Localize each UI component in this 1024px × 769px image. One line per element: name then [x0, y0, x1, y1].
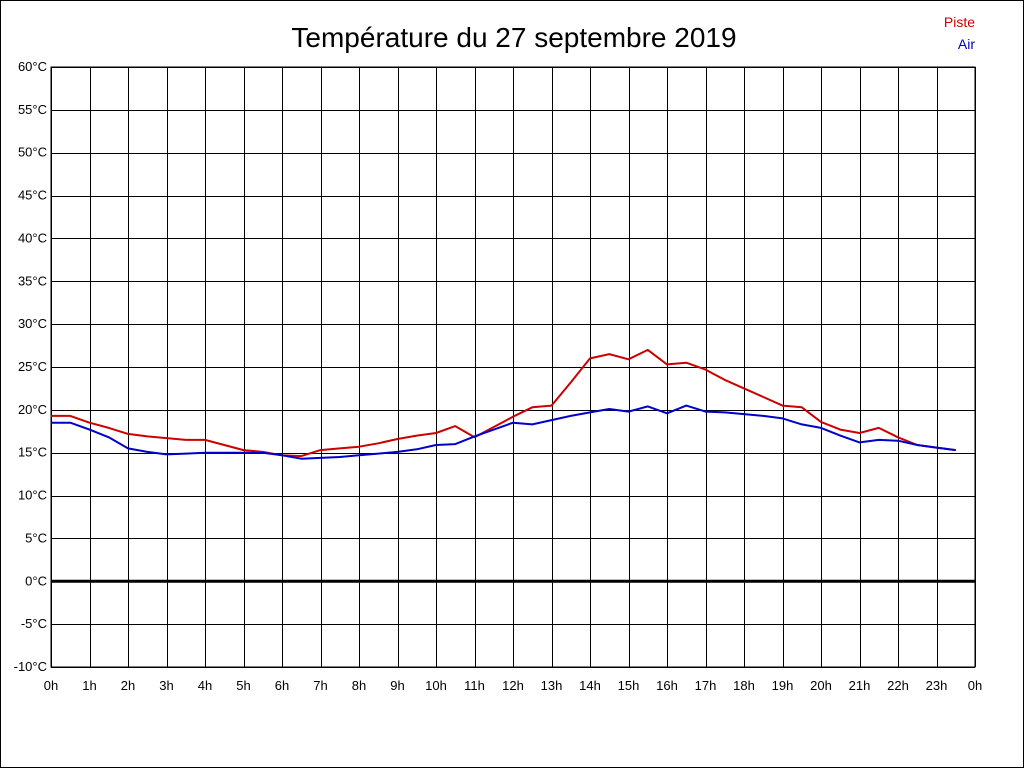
x-tick-label: 13h: [541, 678, 563, 693]
y-tick-label: 20°C: [18, 402, 47, 417]
series-line-piste: [51, 348, 956, 458]
y-tick-label: 30°C: [18, 316, 47, 331]
y-tick-label: 55°C: [18, 102, 47, 117]
legend-entry-piste: Piste: [944, 14, 975, 30]
y-tick-label: 60°C: [18, 59, 47, 74]
x-tick-label: 4h: [198, 678, 212, 693]
x-tick-label: 8h: [352, 678, 366, 693]
y-axis-ticks: 60°C 55°C 50°C 45°C 40°C 35°C 30°C 25°C 20°C 15°C…: [14, 59, 47, 674]
y-tick-label: -5°C: [21, 616, 47, 631]
x-tick-label: 0h: [968, 678, 982, 693]
grid: [50, 66, 976, 668]
y-tick-label: 35°C: [18, 273, 47, 288]
y-tick-label: 0°C: [25, 573, 47, 588]
x-tick-label: 22h: [887, 678, 909, 693]
x-tick-label: 11h: [464, 678, 485, 693]
x-tick-label: 12h: [502, 678, 524, 693]
x-axis-ticks: 0h 1h 2h 3h 4h 5h 6h 7h 8h 9h 10h 11h 12h 13h 14h 15h 16…: [44, 678, 982, 693]
y-tick-label: -10°C: [14, 659, 47, 674]
y-tick-label: 10°C: [18, 488, 47, 503]
y-tick-label: 45°C: [18, 188, 47, 203]
x-tick-label: 9h: [390, 678, 404, 693]
x-tick-label: 7h: [313, 678, 327, 693]
legend: Piste Air: [944, 14, 975, 52]
x-tick-label: 20h: [810, 678, 832, 693]
y-tick-label: 15°C: [18, 445, 47, 460]
x-tick-label: 3h: [159, 678, 173, 693]
y-tick-label: 5°C: [25, 530, 47, 545]
x-tick-label: 17h: [695, 678, 717, 693]
x-tick-label: 14h: [579, 678, 601, 693]
x-tick-label: 21h: [849, 678, 871, 693]
series-layer: [51, 348, 956, 460]
x-tick-label: 16h: [656, 678, 678, 693]
x-tick-label: 0h: [44, 678, 58, 693]
series-line-air: [51, 404, 956, 460]
x-tick-label: 5h: [236, 678, 250, 693]
x-tick-label: 19h: [772, 678, 794, 693]
y-tick-label: 40°C: [18, 230, 47, 245]
x-tick-label: 18h: [733, 678, 755, 693]
y-tick-label: 25°C: [18, 359, 47, 374]
chart-title: Température du 27 septembre 2019: [291, 22, 736, 53]
x-tick-label: 23h: [926, 678, 948, 693]
x-tick-label: 15h: [618, 678, 640, 693]
legend-entry-air: Air: [958, 36, 975, 52]
x-tick-label: 10h: [425, 678, 447, 693]
x-tick-label: 6h: [275, 678, 289, 693]
y-tick-label: 50°C: [18, 145, 47, 160]
x-tick-label: 2h: [121, 678, 135, 693]
x-tick-label: 1h: [82, 678, 96, 693]
